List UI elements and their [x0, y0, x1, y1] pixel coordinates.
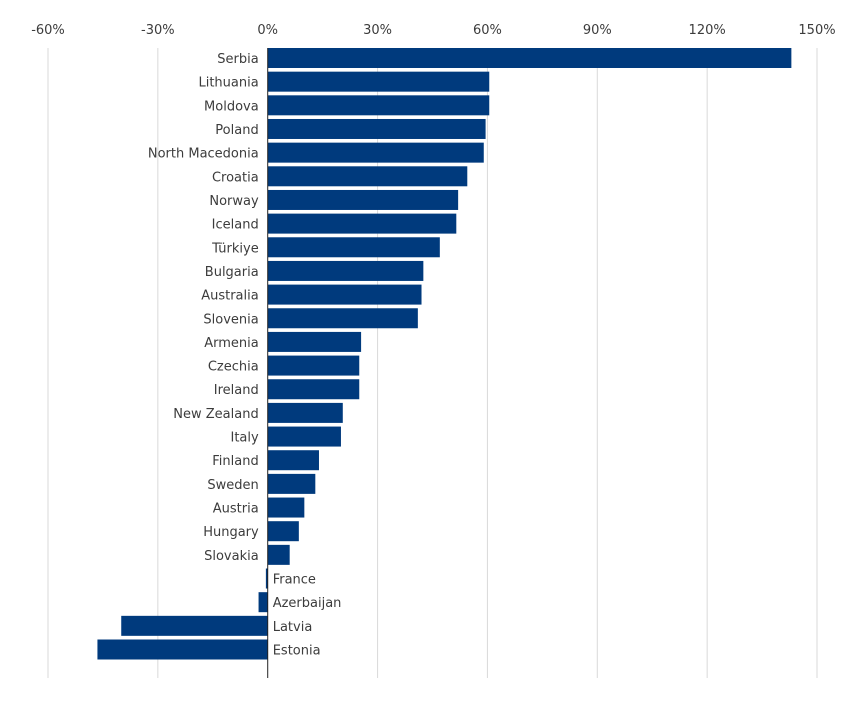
category-label: Norway [209, 194, 259, 209]
bar [267, 71, 490, 92]
category-label: Finland [212, 454, 258, 469]
x-axis-ticks: -60% -30% 0% 30% 60% 90% 120% 150% [31, 23, 835, 38]
bar [258, 592, 268, 613]
category-label: Serbia [217, 52, 258, 67]
category-label: Croatia [212, 170, 259, 185]
x-tick-label: -30% [141, 23, 175, 38]
bar [97, 639, 268, 660]
category-label: North Macedonia [148, 147, 259, 162]
bar [267, 213, 457, 234]
bar [267, 95, 490, 116]
category-label: Moldova [204, 99, 259, 114]
category-label: Austria [213, 502, 259, 517]
category-label: Estonia [273, 644, 321, 659]
bar [267, 166, 468, 187]
bar [267, 473, 316, 494]
category-label: France [273, 573, 316, 588]
bar [267, 284, 422, 305]
bar [267, 308, 418, 329]
bar [267, 237, 440, 258]
gridlines [47, 48, 818, 678]
bar [121, 615, 268, 636]
category-label: Bulgaria [205, 265, 259, 280]
category-label: Australia [201, 289, 259, 304]
bars [97, 48, 792, 660]
category-label: Latvia [273, 620, 313, 635]
category-label: Ireland [214, 383, 259, 398]
category-label: Slovakia [204, 549, 259, 564]
category-label: Sweden [207, 478, 258, 493]
category-labels: Serbia Lithuania Moldova Poland North Macedo… [148, 52, 342, 659]
bar [267, 521, 299, 542]
bar [267, 426, 341, 447]
bar [267, 450, 319, 471]
bar [265, 568, 268, 589]
bar [267, 48, 792, 68]
bar [267, 260, 424, 281]
x-tick-label: 150% [798, 23, 835, 38]
category-label: Hungary [203, 525, 259, 540]
category-label: Azerbaijan [273, 596, 342, 611]
category-label: Slovenia [203, 312, 258, 327]
bar [267, 118, 486, 139]
bar [267, 331, 362, 352]
x-tick-label: 60% [473, 23, 502, 38]
category-label: Lithuania [198, 76, 258, 91]
bar [267, 402, 343, 423]
bar [267, 379, 360, 400]
category-label: Italy [231, 431, 260, 446]
bar [267, 544, 290, 565]
bar [267, 142, 484, 163]
category-label: Czechia [208, 360, 259, 375]
bar [267, 355, 360, 376]
x-tick-label: 90% [583, 23, 612, 38]
bar [267, 497, 305, 518]
x-tick-label: 120% [689, 23, 726, 38]
category-label: Iceland [212, 218, 259, 233]
x-tick-label: -60% [31, 23, 65, 38]
category-label: Armenia [204, 336, 259, 351]
category-label: New Zealand [173, 407, 258, 422]
bar [267, 189, 459, 210]
category-label: Poland [215, 123, 258, 138]
x-tick-label: 0% [257, 23, 278, 38]
category-label: Türkiye [211, 241, 259, 256]
x-tick-label: 30% [363, 23, 392, 38]
